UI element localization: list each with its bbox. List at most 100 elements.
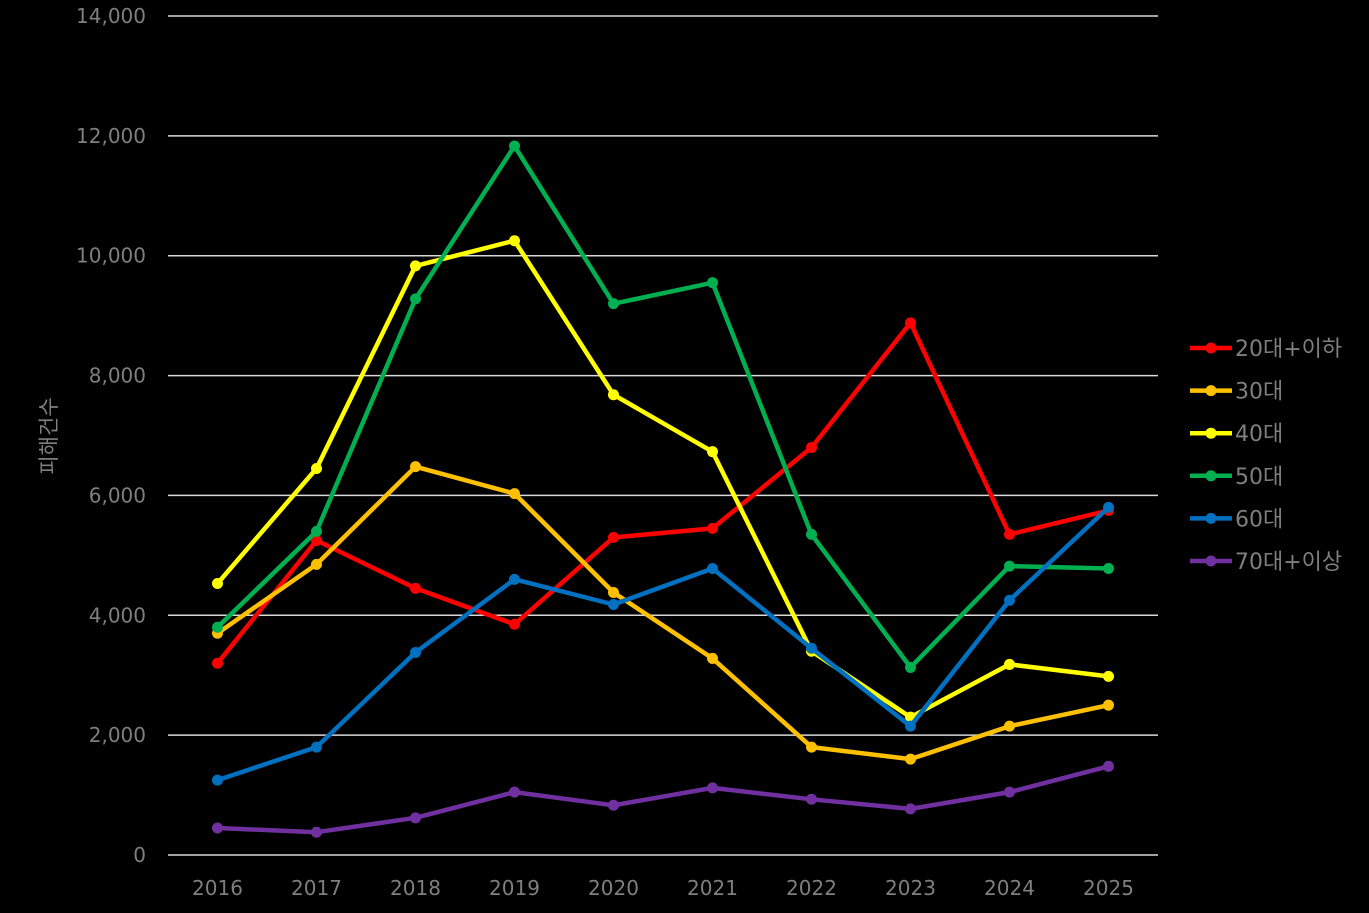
legend-label: 60대: [1235, 507, 1283, 532]
legend-swatch-marker: [1205, 385, 1217, 397]
y-tick-label: 10,000: [76, 244, 146, 268]
x-tick-label: 2017: [291, 876, 342, 900]
data-point: [608, 389, 619, 401]
x-tick-label: 2018: [390, 876, 441, 900]
y-tick-label: 14,000: [76, 4, 146, 28]
data-point: [311, 534, 322, 546]
data-point: [410, 293, 421, 305]
y-axis-ticks: 0 2,000 4,000 6,000 8,000 10,000 12,000 14,000: [76, 4, 146, 867]
data-point: [1004, 560, 1015, 572]
y-tick-label: 12,000: [76, 124, 146, 148]
data-point: [905, 317, 916, 329]
y-tick-label: 0: [133, 843, 146, 867]
data-point: [1004, 528, 1015, 540]
x-tick-label: 2023: [885, 876, 936, 900]
data-point: [608, 587, 619, 599]
data-point: [1103, 501, 1114, 513]
data-point: [806, 642, 817, 654]
data-point: [707, 782, 718, 794]
series-line: [215, 505, 1111, 783]
legend-swatch-marker: [1205, 342, 1217, 354]
legend-label: 70대+이상: [1235, 550, 1342, 575]
x-tick-label: 2025: [1083, 876, 1134, 900]
data-point: [1103, 699, 1114, 711]
legend-item: 60대: [1190, 507, 1283, 532]
data-point: [707, 277, 718, 289]
legend-swatch-marker: [1205, 470, 1217, 482]
legend-item: 50대: [1190, 465, 1283, 490]
data-point: [707, 446, 718, 458]
data-point: [509, 140, 520, 152]
data-point: [1103, 760, 1114, 772]
x-tick-label: 2019: [489, 876, 540, 900]
data-point: [1103, 670, 1114, 682]
data-point: [509, 488, 520, 500]
series-6: [212, 760, 1114, 838]
data-point: [608, 298, 619, 310]
data-point: [509, 573, 520, 585]
x-tick-label: 2020: [588, 876, 639, 900]
data-point: [311, 462, 322, 474]
x-tick-label: 2021: [687, 876, 738, 900]
data-point: [806, 441, 817, 453]
data-point: [410, 461, 421, 473]
data-point: [1004, 720, 1015, 732]
data-point: [608, 598, 619, 610]
series-2: [212, 461, 1114, 765]
data-point: [1004, 786, 1015, 798]
data-point: [806, 741, 817, 753]
legend-item: 20대+이하: [1190, 337, 1342, 362]
legend-label: 40대: [1235, 422, 1283, 447]
legend-swatch-marker: [1205, 555, 1217, 567]
legend-item: 30대: [1190, 380, 1283, 405]
series-lines: [212, 140, 1114, 838]
data-point: [806, 793, 817, 805]
legend-label: 50대: [1235, 465, 1283, 490]
y-tick-label: 8,000: [89, 364, 146, 388]
data-point: [905, 803, 916, 815]
y-tick-label: 4,000: [89, 603, 146, 627]
series-line: [215, 143, 1111, 670]
data-point: [707, 522, 718, 534]
series-line: [215, 464, 1111, 762]
legend-item: 40대: [1190, 422, 1283, 447]
legend: 20대+이하 30대 40대 50대 60대 70대+이상: [1190, 337, 1342, 575]
data-point: [509, 235, 520, 247]
data-point: [707, 652, 718, 664]
series-3: [212, 235, 1114, 723]
data-point: [1103, 563, 1114, 575]
legend-swatch-marker: [1205, 427, 1217, 439]
data-point: [608, 531, 619, 543]
data-point: [212, 621, 223, 633]
data-point: [1004, 594, 1015, 606]
data-point: [1004, 658, 1015, 670]
legend-label: 30대: [1235, 380, 1283, 405]
y-axis-title: 피해건수: [37, 397, 61, 474]
data-point: [410, 646, 421, 658]
data-point: [905, 753, 916, 765]
x-axis-ticks: 2016 2017 2018 2019 2020 2021 2022 2023 2024 2025: [192, 876, 1134, 900]
data-point: [410, 812, 421, 824]
series-5: [212, 501, 1114, 786]
data-point: [905, 661, 916, 673]
data-point: [311, 525, 322, 537]
legend-item: 70대+이상: [1190, 550, 1342, 575]
y-tick-label: 6,000: [89, 483, 146, 507]
data-point: [212, 657, 223, 669]
legend-label: 20대+이하: [1235, 337, 1342, 362]
data-point: [212, 774, 223, 786]
data-point: [707, 563, 718, 575]
series-line: [215, 764, 1111, 835]
data-point: [608, 799, 619, 811]
y-tick-label: 2,000: [89, 723, 146, 747]
data-point: [212, 822, 223, 834]
data-point: [806, 528, 817, 540]
series-4: [212, 140, 1114, 673]
data-point: [509, 786, 520, 798]
series-line: [215, 238, 1111, 720]
x-tick-label: 2024: [984, 876, 1035, 900]
legend-swatch-marker: [1205, 512, 1217, 524]
data-point: [509, 618, 520, 630]
